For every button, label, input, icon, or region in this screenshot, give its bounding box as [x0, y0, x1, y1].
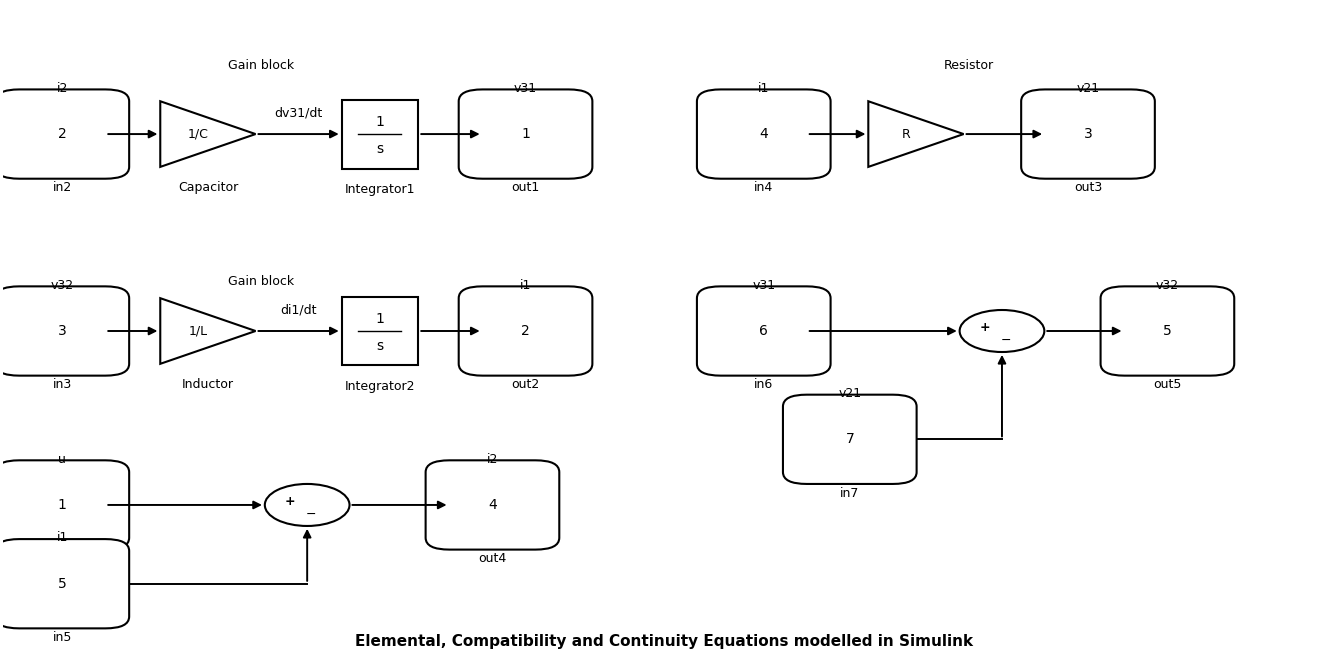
Text: v32: v32	[51, 279, 74, 292]
Text: v31: v31	[752, 279, 775, 292]
Text: −: −	[306, 508, 316, 521]
Text: i2: i2	[486, 453, 498, 465]
Text: +: +	[284, 495, 295, 508]
Text: 3: 3	[58, 324, 66, 338]
Text: i1: i1	[758, 81, 769, 95]
Circle shape	[960, 310, 1045, 352]
FancyBboxPatch shape	[696, 89, 831, 179]
Text: 5: 5	[58, 577, 66, 591]
Text: 2: 2	[521, 324, 530, 338]
FancyBboxPatch shape	[0, 89, 129, 179]
Text: 6: 6	[759, 324, 768, 338]
Text: in4: in4	[754, 181, 773, 195]
Text: in3: in3	[53, 378, 72, 391]
Text: s: s	[376, 339, 384, 353]
Text: i1: i1	[57, 532, 68, 544]
FancyBboxPatch shape	[0, 539, 129, 628]
Text: Resistor: Resistor	[944, 59, 994, 71]
Text: 3: 3	[1083, 127, 1092, 141]
Text: 5: 5	[1163, 324, 1172, 338]
Bar	[342, 99, 419, 169]
Text: v32: v32	[1156, 279, 1179, 292]
Text: out3: out3	[1074, 181, 1102, 195]
Text: i2: i2	[57, 81, 68, 95]
Text: out4: out4	[478, 552, 506, 565]
FancyBboxPatch shape	[425, 460, 560, 549]
Text: out5: out5	[1154, 378, 1181, 391]
Text: i1: i1	[520, 279, 532, 292]
Text: 7: 7	[845, 432, 855, 446]
Text: Elemental, Compatibility and Continuity Equations modelled in Simulink: Elemental, Compatibility and Continuity …	[355, 634, 974, 649]
FancyBboxPatch shape	[459, 89, 593, 179]
Text: 1/L: 1/L	[189, 324, 207, 338]
Text: 1: 1	[376, 115, 384, 128]
Text: Gain block: Gain block	[227, 275, 294, 289]
Text: di1/dt: di1/dt	[280, 304, 316, 316]
FancyBboxPatch shape	[1100, 287, 1235, 375]
FancyBboxPatch shape	[783, 395, 917, 484]
FancyBboxPatch shape	[696, 287, 831, 375]
Text: in7: in7	[840, 487, 860, 500]
Text: in6: in6	[754, 378, 773, 391]
Text: v21: v21	[1076, 81, 1099, 95]
Text: Integrator1: Integrator1	[344, 183, 415, 196]
Text: 4: 4	[759, 127, 768, 141]
Text: v21: v21	[839, 387, 861, 400]
Text: in2: in2	[53, 181, 72, 195]
Text: in1: in1	[53, 552, 72, 565]
Polygon shape	[161, 101, 255, 167]
Text: Capacitor: Capacitor	[178, 181, 238, 195]
Text: v31: v31	[514, 81, 537, 95]
Text: u: u	[58, 453, 66, 465]
Text: 1: 1	[58, 498, 66, 512]
Text: Inductor: Inductor	[182, 378, 234, 391]
Text: R: R	[902, 128, 910, 140]
Text: Gain block: Gain block	[227, 59, 294, 71]
Text: dv31/dt: dv31/dt	[275, 107, 323, 120]
Text: 1: 1	[521, 127, 530, 141]
Circle shape	[264, 484, 350, 526]
Text: in5: in5	[53, 631, 72, 644]
FancyBboxPatch shape	[459, 287, 593, 375]
Text: 1: 1	[376, 312, 384, 326]
Text: −: −	[1001, 334, 1011, 347]
FancyBboxPatch shape	[0, 460, 129, 549]
Polygon shape	[868, 101, 964, 167]
FancyBboxPatch shape	[0, 287, 129, 375]
Text: s: s	[376, 142, 384, 156]
FancyBboxPatch shape	[1021, 89, 1155, 179]
Text: Integrator2: Integrator2	[344, 380, 415, 393]
Text: +: +	[979, 321, 990, 334]
Text: 4: 4	[488, 498, 497, 512]
Text: out1: out1	[512, 181, 540, 195]
Text: 1/C: 1/C	[187, 128, 209, 140]
Polygon shape	[161, 298, 255, 364]
Bar	[342, 297, 419, 365]
Text: 2: 2	[58, 127, 66, 141]
Text: out2: out2	[512, 378, 540, 391]
